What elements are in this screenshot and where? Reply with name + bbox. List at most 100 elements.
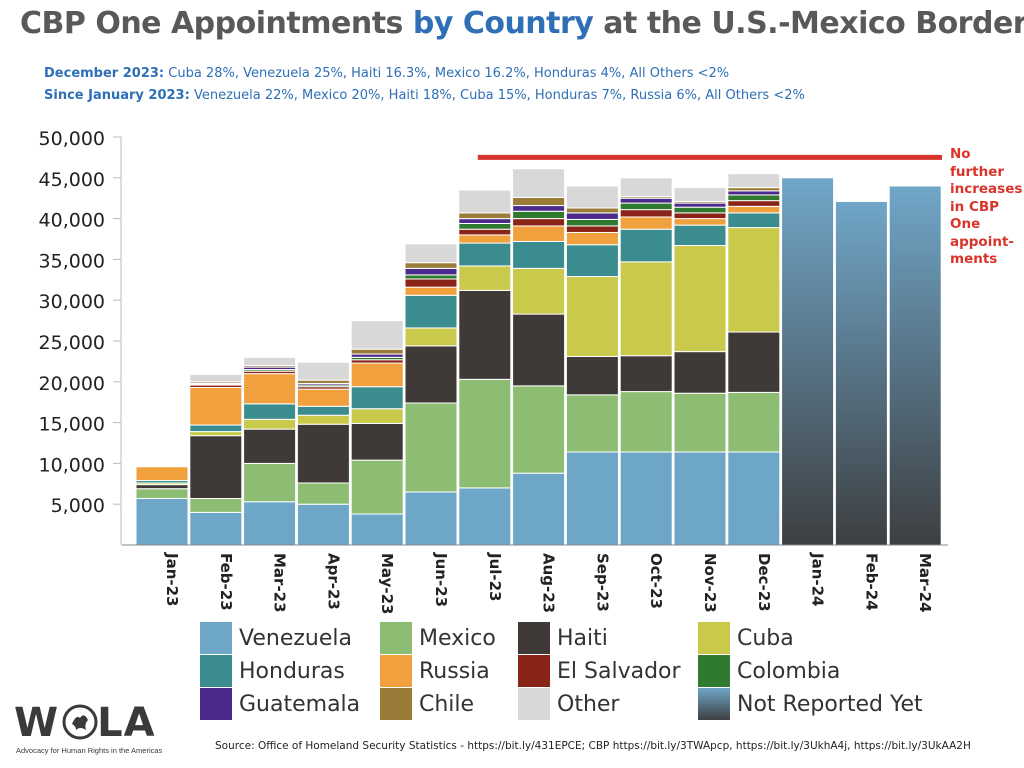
bar-segment xyxy=(512,168,566,198)
y-tick-label: 15,000 xyxy=(39,414,105,436)
bar-segment xyxy=(296,405,350,416)
bar-segment xyxy=(512,210,566,220)
bar-segment xyxy=(404,294,458,329)
legend-label: Honduras xyxy=(239,658,345,684)
bar-segment xyxy=(512,205,566,212)
legend-item: Other xyxy=(518,688,619,720)
logo-word-left: W xyxy=(14,700,60,746)
bar-segment xyxy=(189,511,243,546)
legend-item: Honduras xyxy=(200,655,345,687)
bar-segment xyxy=(296,503,350,546)
bar-segment xyxy=(135,488,189,499)
bar-stack xyxy=(189,373,243,546)
bar-segment xyxy=(888,185,942,546)
title-part2: at the U.S.-Mexico Border xyxy=(593,6,1024,41)
subtitle-december-label: December 2023: xyxy=(44,66,165,81)
bar-segment xyxy=(350,408,404,424)
bar-stack xyxy=(565,185,619,546)
bar-segment xyxy=(458,487,512,546)
bar-segment xyxy=(512,385,566,474)
x-tick-label: Mar-23 xyxy=(271,553,289,613)
bar-segment xyxy=(727,205,781,214)
legend-label: Not Reported Yet xyxy=(737,691,923,717)
bar-segment xyxy=(189,373,243,383)
bar-segment xyxy=(619,451,673,546)
bar-segment xyxy=(565,276,619,358)
bar-segment xyxy=(673,451,727,546)
bar-segment xyxy=(350,513,404,546)
legend-swatch xyxy=(698,655,730,687)
bar-segment xyxy=(404,262,458,269)
bar-segment xyxy=(404,278,458,288)
bar-segment xyxy=(135,466,189,482)
bar-segment xyxy=(458,265,512,291)
logo-tagline: Advocacy for Human Rights in the America… xyxy=(16,746,163,755)
bar-segment xyxy=(458,218,512,224)
legend-label: Chile xyxy=(419,691,475,717)
bar-segment xyxy=(565,207,619,214)
bar-segment xyxy=(565,212,619,220)
x-tick-label: Sep-23 xyxy=(593,553,611,612)
logo-word-right: LA xyxy=(97,700,156,746)
bar-segment xyxy=(296,414,350,425)
x-tick-label: Dec-23 xyxy=(755,553,773,612)
legend-item: Colombia xyxy=(698,655,840,687)
bar-segment xyxy=(135,497,189,546)
bar-segment xyxy=(619,177,673,198)
legend-item: Mexico xyxy=(380,622,496,654)
bar-segment xyxy=(135,462,189,465)
bar-segment xyxy=(404,267,458,276)
bar-segment xyxy=(565,244,619,278)
bar-segment xyxy=(727,194,781,202)
y-tick-label: 20,000 xyxy=(39,373,105,395)
y-tick-label: 45,000 xyxy=(39,169,105,191)
bar-segment xyxy=(350,386,404,410)
bar-segment xyxy=(458,222,512,230)
bar-segment xyxy=(189,435,243,499)
x-tick-label: Mar-24 xyxy=(916,553,934,613)
bar-stack xyxy=(243,356,297,546)
bar-segment xyxy=(404,345,458,404)
bar-stack xyxy=(512,168,566,546)
bar-segment xyxy=(404,243,458,264)
bar-segment xyxy=(512,218,566,227)
bar-stack xyxy=(135,462,189,546)
subtitle-since-january-text: Venezuela 22%, Mexico 20%, Haiti 18%, Cu… xyxy=(189,88,805,103)
legend-item: Cuba xyxy=(698,622,794,654)
bar-segment xyxy=(512,240,566,269)
bar-segment xyxy=(512,196,566,207)
bar-segment xyxy=(673,224,727,247)
bar-segment xyxy=(565,185,619,209)
legend-swatch xyxy=(200,622,232,654)
legend-label: Mexico xyxy=(419,625,496,651)
title-part1: CBP One Appointments xyxy=(20,6,413,41)
wola-logo: W LA Advocacy for Human Rights in the Ame… xyxy=(14,700,184,762)
bar-segment xyxy=(619,202,673,211)
bar-segment xyxy=(727,190,781,196)
bar-segment xyxy=(189,497,243,513)
source-note: Source: Office of Homeland Security Stat… xyxy=(215,740,971,752)
legend-swatch xyxy=(380,655,412,687)
x-tick-label: Jun-23 xyxy=(432,552,450,607)
legend-swatch xyxy=(380,688,412,720)
bar-segment xyxy=(404,286,458,296)
bar-segment xyxy=(350,320,404,350)
bar-segment xyxy=(189,424,243,433)
legend-label: Venezuela xyxy=(239,625,352,651)
legend: Venezuela Mexico Haiti Cuba Honduras Russia El… xyxy=(200,620,960,720)
bar-segment xyxy=(727,451,781,546)
bar-segment xyxy=(673,245,727,353)
bar-segment xyxy=(458,212,512,220)
bar-segment xyxy=(673,202,727,208)
bar-segment xyxy=(350,348,404,355)
bar-stack xyxy=(350,320,404,546)
bar-segment xyxy=(834,200,888,546)
subtitle-december: December 2023: Cuba 28%, Venezuela 25%, … xyxy=(44,66,729,81)
legend-label: Haiti xyxy=(557,625,608,651)
bar-segment xyxy=(404,327,458,347)
bar-segment xyxy=(727,200,781,207)
y-tick-label: 5,000 xyxy=(51,495,105,517)
legend-label: Other xyxy=(557,691,620,717)
x-tick-label: Jan-23 xyxy=(163,552,181,606)
y-tick-label: 35,000 xyxy=(39,250,105,272)
